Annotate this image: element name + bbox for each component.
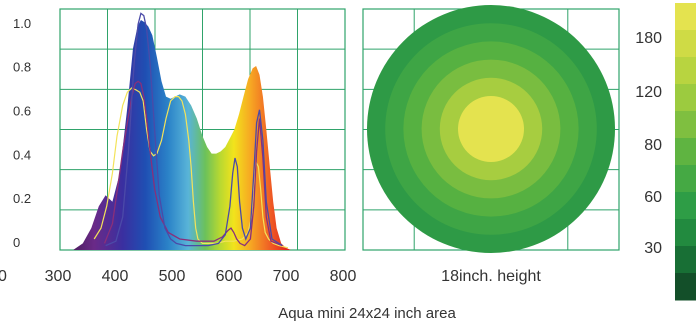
legend-swatch [675, 30, 696, 58]
legend-label: 30 [644, 240, 662, 257]
ppfd-legend: 180 120 80 60 30 [635, 3, 696, 301]
legend-swatch [675, 138, 696, 166]
legend-swatch [675, 57, 696, 85]
spectrum-x-tick-label: 300 [45, 268, 72, 285]
spectrum-y-tick-label: 1.0 [13, 16, 31, 31]
legend-label: 120 [635, 84, 662, 101]
spectrum-x-tick-label: 700 [273, 268, 300, 285]
figure-caption: Aqua mini 24x24 inch area [278, 305, 456, 322]
spectrum-x-tick-label: 400 [102, 268, 129, 285]
legend-swatch [675, 192, 696, 220]
spectrum-line-blue [105, 12, 283, 247]
legend-label: 80 [644, 137, 662, 154]
legend-labels: 180 120 80 60 30 [635, 30, 662, 257]
spectrum-y-ticks: 0 0.2 0.4 0.6 0.8 1.0 [13, 16, 31, 250]
spectrum-y-tick-label: 0.6 [13, 104, 31, 119]
legend-swatch [675, 273, 696, 301]
spectrum-y-tick-label: 0.8 [13, 60, 31, 75]
spectrum-x-tick-label-clipped: 0 [0, 268, 7, 285]
spectrum-area [73, 20, 291, 250]
ppfd-ring [458, 96, 524, 162]
spectrum-y-tick-label: 0.2 [13, 191, 31, 206]
spectrum-y-tick-label: 0 [13, 235, 20, 250]
legend-swatch [675, 3, 696, 31]
ppfd-rings [367, 5, 615, 253]
legend-color-bar [675, 3, 696, 301]
spectrum-x-ticks: 300 400 500 600 700 800 0 [0, 268, 356, 285]
legend-label: 60 [644, 189, 662, 206]
ppfd-map-xlabel: 18inch. height [441, 268, 541, 285]
legend-swatch [675, 246, 696, 274]
ppfd-map: 18inch. height [362, 5, 620, 285]
legend-label: 180 [635, 30, 662, 47]
legend-swatch [675, 111, 696, 139]
spectrum-line-purple [103, 80, 283, 247]
spectrum-chart: 0 0.2 0.4 0.6 0.8 1.0 300 400 500 600 700 800 0 [0, 8, 356, 285]
spectrum-x-tick-label: 600 [216, 268, 243, 285]
spectrum-x-tick-label: 800 [330, 268, 357, 285]
legend-swatch [675, 219, 696, 247]
spectrum-x-tick-label: 500 [159, 268, 186, 285]
legend-swatch [675, 84, 696, 112]
legend-swatch [675, 165, 696, 193]
spectrum-y-tick-label: 0.4 [13, 147, 31, 162]
